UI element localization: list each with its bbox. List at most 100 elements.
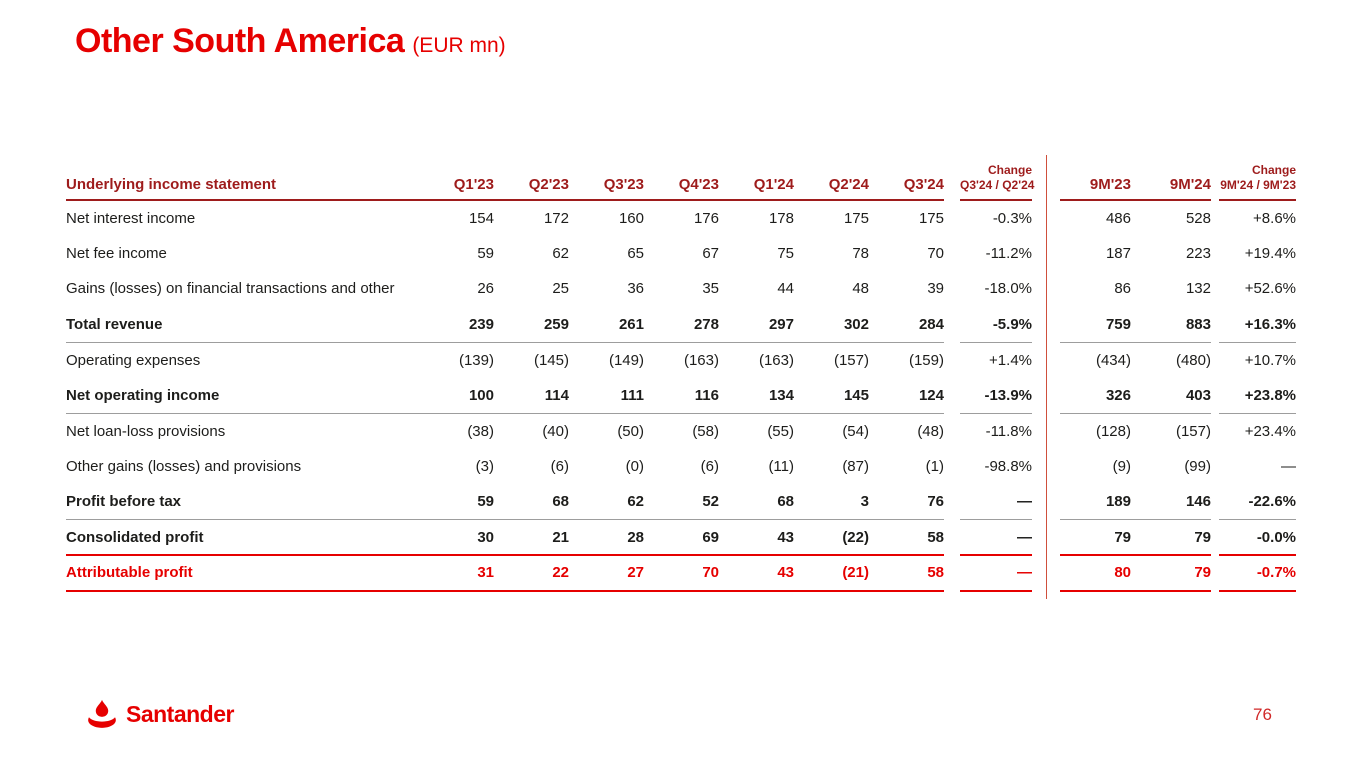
row-label: Net fee income	[66, 244, 167, 262]
cell-9m-value: 486	[1105, 209, 1131, 227]
cell-gap	[1211, 342, 1219, 378]
cell-change-9m: +19.4%	[1244, 244, 1296, 262]
table-row: Profit before tax 59 68 62 52 68 3 76—189 146 -22…	[66, 484, 1296, 520]
table-row: Net loan-loss provisions (38) (40) (50) (58)…	[66, 413, 1296, 449]
cell-quarter-value: 52	[644, 484, 719, 520]
cell-quarter-value: 21	[494, 519, 569, 556]
cell-quarter-value: 26	[477, 280, 494, 298]
cell-quarter-value: (6)	[700, 457, 719, 475]
cell-quarter-value: (11)	[768, 457, 794, 475]
cell-quarter-value: 31	[419, 555, 494, 592]
cell-quarter-value: 175	[918, 209, 944, 227]
cell-change-9m: +8.6%	[1253, 209, 1296, 227]
cell-quarter-value: 30	[419, 519, 494, 556]
cell-9m-value: 326	[1060, 377, 1131, 414]
cell-gap	[1211, 271, 1219, 307]
cell-quarter-value: 68	[719, 484, 794, 520]
table-row: Other gains (losses) and provisions (3) (6…	[66, 449, 1296, 485]
cell-quarter-value: (163)	[683, 351, 719, 369]
cell-quarter-value: 58	[869, 519, 944, 556]
cell-9m-value: (99)	[1184, 457, 1211, 475]
cell-change-quarter: -11.2%	[985, 244, 1032, 262]
cell-quarter-value: 43	[719, 555, 794, 592]
cell-9m-value: 528	[1185, 209, 1211, 227]
cell-quarter-value: 3	[794, 484, 869, 520]
cell-change-9m: +10.7%	[1244, 351, 1296, 369]
cell-quarter-value: 111	[569, 377, 644, 414]
santander-flame-icon	[88, 699, 116, 728]
cell-quarter-value: 62	[552, 244, 569, 262]
santander-logo: Santander	[85, 698, 234, 730]
cell-gap	[944, 449, 960, 485]
table-row: Gains (losses) on financial transactions…	[66, 271, 1296, 307]
cell-change-quarter: -0.3%	[992, 209, 1032, 227]
cell-quarter-value: 39	[927, 280, 944, 298]
table-row: Consolidated profit 30 21 28 69 43 (22) 58 — 79 79…	[66, 519, 1296, 556]
cell-quarter-value: 27	[569, 555, 644, 592]
cell-quarter-value: (6)	[550, 457, 569, 475]
cell-change-9m: +23.4%	[1244, 422, 1296, 440]
cell-9m-value: 187	[1105, 244, 1131, 262]
cell-quarter-value: 25	[552, 280, 569, 298]
section-divider-line	[1046, 155, 1047, 599]
table-row: Net operating income 100 114 111 116 134 145 12…	[66, 377, 1296, 414]
cell-quarter-value: 134	[719, 377, 794, 414]
cell-quarter-value: (3)	[475, 457, 494, 475]
cell-quarter-value: 22	[494, 555, 569, 592]
cell-quarter-value: (50)	[617, 422, 644, 440]
change-label: Change	[1251, 163, 1296, 177]
cell-change-quarter: -13.9%	[960, 377, 1032, 414]
cell-gap	[1211, 520, 1219, 556]
title-text: Other South America	[75, 22, 405, 60]
row-label: Other gains (losses) and provisions	[66, 457, 302, 475]
cell-quarter-value: 69	[644, 519, 719, 556]
cell-quarter-value: (55)	[767, 422, 794, 440]
cell-quarter-value: 176	[693, 209, 719, 227]
santander-wordmark: Santander	[126, 700, 234, 727]
cell-quarter-value: (21)	[794, 555, 869, 592]
cell-9m-value: 86	[1114, 280, 1131, 298]
cell-9m-value: 403	[1131, 377, 1211, 414]
cell-quarter-value: 78	[852, 244, 869, 262]
cell-quarter-value: (139)	[458, 351, 494, 369]
cell-quarter-value: 67	[702, 244, 719, 262]
cell-gap	[944, 307, 960, 343]
table-row: Total revenue 239 259 261 278 297 302 284 -5.9% 7…	[66, 306, 1296, 343]
cell-quarter-value: 76	[869, 484, 944, 520]
cell-quarter-value: (22)	[794, 519, 869, 556]
cell-9m-value: 759	[1060, 306, 1131, 343]
column-header-9m-24: 9M'24	[1131, 155, 1211, 201]
cell-quarter-value: (38)	[467, 422, 494, 440]
cell-9m-value: 189	[1060, 484, 1131, 520]
cell-change-9m: +16.3%	[1219, 306, 1296, 343]
cell-9m-value: (157)	[1175, 422, 1211, 440]
cell-quarter-value: 43	[719, 519, 794, 556]
header-gap	[1211, 155, 1219, 200]
cell-quarter-value: 116	[644, 377, 719, 414]
cell-9m-value: (128)	[1095, 422, 1131, 440]
cell-quarter-value: 59	[477, 244, 494, 262]
income-statement-table: Underlying income statement Q1'23 Q2'23 …	[66, 155, 1296, 599]
cell-quarter-value: (157)	[833, 351, 869, 369]
column-header-q3-24: Q3'24	[869, 155, 944, 201]
cell-quarter-value: 145	[794, 377, 869, 414]
cell-quarter-value: 278	[644, 306, 719, 343]
cell-change-9m: -22.6%	[1219, 484, 1296, 520]
cell-quarter-value: 302	[794, 306, 869, 343]
cell-quarter-value: 62	[569, 484, 644, 520]
column-header-9m-23: 9M'23	[1060, 155, 1131, 201]
cell-change-quarter: —	[960, 555, 1032, 592]
column-header-q4-23: Q4'23	[644, 155, 719, 201]
column-header-q2-24: Q2'24	[794, 155, 869, 201]
cell-gap	[944, 520, 960, 556]
row-label: Operating expenses	[66, 351, 201, 369]
cell-gap	[944, 200, 960, 236]
column-header-q1-23: Q1'23	[419, 155, 494, 201]
cell-quarter-value: (87)	[842, 457, 869, 475]
table-row: Attributable profit 31 22 27 70 43 (21) 58 — 80 79…	[66, 555, 1296, 592]
cell-change-9m: -0.0%	[1219, 519, 1296, 556]
cell-change-quarter: -11.8%	[985, 422, 1032, 440]
cell-9m-value: (9)	[1112, 457, 1131, 475]
table-row: Operating expenses (139) (145) (149) (163) (1…	[66, 342, 1296, 378]
row-label: Net interest income	[66, 209, 196, 227]
